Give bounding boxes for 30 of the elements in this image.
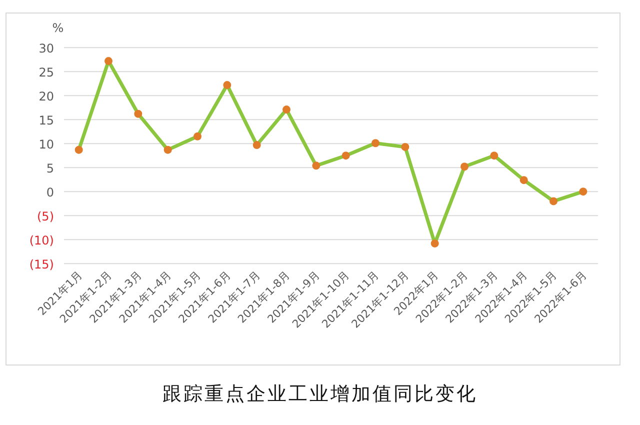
text: 跟踪重点企业工业增加值同比变化 <box>162 383 478 405</box>
point <box>430 239 439 248</box>
point <box>74 146 83 154</box>
y-tick-label: 15 <box>38 114 54 128</box>
y-tick-label: 30 <box>38 42 54 56</box>
point <box>342 152 350 160</box>
y-tick-label: 20 <box>38 90 54 104</box>
point <box>223 81 232 90</box>
point <box>579 188 588 196</box>
point <box>520 176 528 184</box>
point <box>490 152 498 160</box>
y-tick-label: 25 <box>38 66 54 80</box>
point <box>194 132 202 140</box>
y-tick-label: (15) <box>29 258 54 272</box>
y-tick-label: 10 <box>38 138 54 152</box>
y-tick-label: 5 <box>46 162 54 176</box>
point <box>282 106 290 114</box>
y-tick-label: (5) <box>37 210 54 224</box>
point <box>252 141 261 150</box>
point <box>164 146 172 154</box>
point <box>312 162 320 170</box>
point <box>372 139 380 148</box>
point <box>134 110 142 118</box>
point <box>401 142 410 151</box>
point <box>104 57 112 66</box>
y-tick-label: (10) <box>29 234 54 248</box>
point <box>550 197 558 206</box>
point <box>460 162 468 171</box>
y-axis-title: % <box>52 21 64 35</box>
y-tick-label: 0 <box>46 186 54 200</box>
